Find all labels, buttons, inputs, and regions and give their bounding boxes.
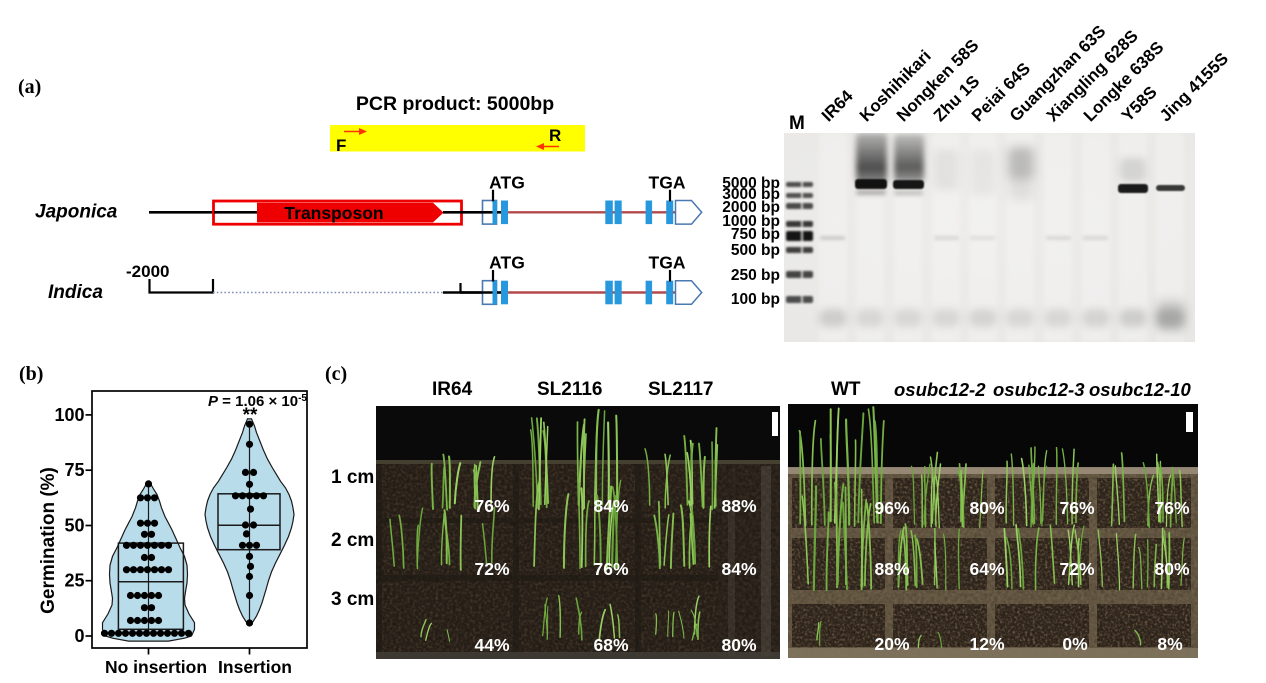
svg-text:76%: 76% — [474, 496, 509, 516]
svg-text:20%: 20% — [874, 634, 909, 654]
svg-text:F: F — [336, 136, 346, 155]
svg-text:PCR product: 5000bp: PCR product: 5000bp — [356, 93, 554, 115]
svg-text:**: ** — [243, 405, 258, 426]
svg-text:TGA: TGA — [649, 253, 686, 273]
svg-text:84%: 84% — [721, 559, 756, 579]
svg-text:ATG: ATG — [489, 253, 525, 273]
svg-text:50: 50 — [64, 516, 84, 536]
svg-text:25: 25 — [64, 571, 84, 591]
svg-text:76%: 76% — [593, 559, 628, 579]
svg-text:84%: 84% — [593, 496, 628, 516]
svg-text:80%: 80% — [721, 635, 756, 655]
svg-text:72%: 72% — [474, 559, 509, 579]
svg-text:64%: 64% — [969, 559, 1004, 579]
svg-text:No insertion: No insertion — [105, 657, 207, 677]
svg-text:44%: 44% — [474, 635, 509, 655]
svg-text:ATG: ATG — [489, 172, 525, 192]
svg-text:80%: 80% — [1154, 559, 1189, 579]
svg-text:P = 1.06 × 10-5: P = 1.06 × 10-5 — [208, 393, 307, 410]
svg-text:Germination (%): Germination (%) — [38, 467, 59, 614]
svg-text:-2000: -2000 — [126, 262, 169, 281]
svg-text:88%: 88% — [721, 496, 756, 516]
svg-text:88%: 88% — [874, 559, 909, 579]
svg-text:68%: 68% — [593, 635, 628, 655]
svg-text:R: R — [549, 126, 561, 145]
svg-text:Indica: Indica — [48, 282, 103, 303]
svg-text:100: 100 — [54, 405, 84, 425]
svg-text:0: 0 — [74, 626, 84, 646]
svg-text:Insertion: Insertion — [218, 657, 292, 677]
svg-text:96%: 96% — [874, 498, 909, 518]
svg-text:80%: 80% — [969, 498, 1004, 518]
svg-text:76%: 76% — [1154, 498, 1189, 518]
svg-text:0%: 0% — [1062, 634, 1088, 654]
svg-text:12%: 12% — [969, 634, 1004, 654]
svg-text:Transposon: Transposon — [284, 203, 383, 223]
svg-text:8%: 8% — [1157, 634, 1183, 654]
svg-text:75: 75 — [64, 460, 84, 480]
svg-text:76%: 76% — [1059, 498, 1094, 518]
svg-text:TGA: TGA — [649, 172, 686, 192]
svg-text:72%: 72% — [1059, 559, 1094, 579]
svg-text:Japonica: Japonica — [35, 202, 118, 223]
